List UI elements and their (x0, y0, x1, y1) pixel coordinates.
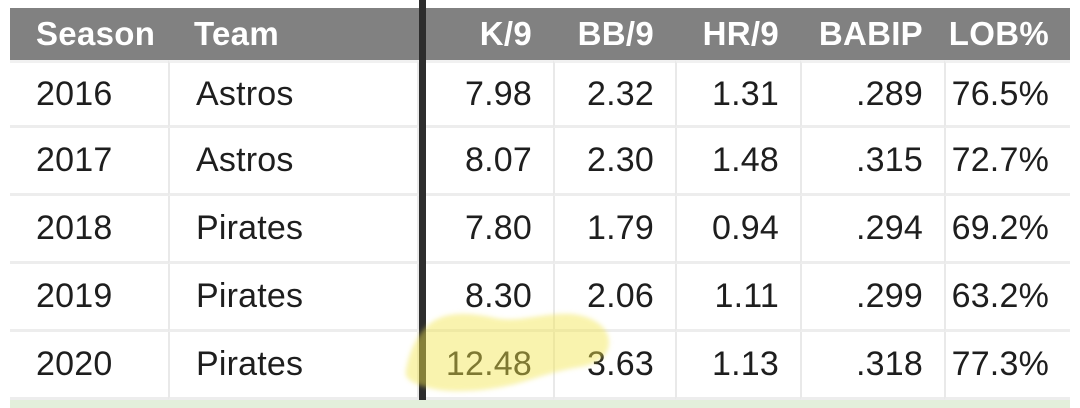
cell-hr9: 1.31 (675, 60, 800, 128)
cell-lob: 72.7% (944, 128, 1070, 196)
cell-babip: .299 (800, 264, 944, 332)
cell-bb9: 2.06 (553, 264, 675, 332)
cell-season: 2018 (10, 196, 168, 264)
column-header-team[interactable]: Team (168, 8, 417, 60)
cell-team: Pirates (168, 196, 417, 264)
cell-team: Pirates (168, 264, 417, 332)
cell-babip: .289 (800, 60, 944, 128)
cell-k9: 8.30 (417, 264, 553, 332)
cell-lob: 77.3% (944, 332, 1070, 400)
cell-bb9: 2.32 (553, 60, 675, 128)
cell-babip: .318 (800, 332, 944, 400)
cell-bb9: 1.79 (553, 196, 675, 264)
cell-season: 2016 (10, 60, 168, 128)
cell-babip: .294 (800, 196, 944, 264)
frozen-column-divider (419, 0, 426, 408)
cell-lob: 76.5% (944, 60, 1070, 128)
cell-hr9: 0.94 (675, 196, 800, 264)
column-header-bb9[interactable]: BB/9 (553, 8, 675, 60)
cell-team: Astros (168, 60, 417, 128)
cell-team: Astros (168, 128, 417, 196)
cell-lob: 69.2% (944, 196, 1070, 264)
cell-season: 2017 (10, 128, 168, 196)
cell-k9: 7.98 (417, 60, 553, 128)
cell-k9: 7.80 (417, 196, 553, 264)
column-header-hr9[interactable]: HR/9 (675, 8, 800, 60)
cell-team: Pirates (168, 332, 417, 400)
cell-lob: 63.2% (944, 264, 1070, 332)
column-header-k9[interactable]: K/9 (417, 8, 553, 60)
cell-k9: 12.48 (417, 332, 553, 400)
cell-bb9: 3.63 (553, 332, 675, 400)
next-row-top-edge (10, 400, 1070, 408)
cell-bb9: 2.30 (553, 128, 675, 196)
cell-season: 2019 (10, 264, 168, 332)
cell-hr9: 1.13 (675, 332, 800, 400)
column-header-lob[interactable]: LOB% (944, 8, 1070, 60)
column-header-babip[interactable]: BABIP (800, 8, 944, 60)
cell-k9: 8.07 (417, 128, 553, 196)
cell-babip: .315 (800, 128, 944, 196)
stats-table: Season Team K/9 BB/9 HR/9 BABIP LOB% 201… (10, 8, 1070, 400)
cell-hr9: 1.11 (675, 264, 800, 332)
cell-hr9: 1.48 (675, 128, 800, 196)
cell-season: 2020 (10, 332, 168, 400)
column-header-season[interactable]: Season (10, 8, 168, 60)
